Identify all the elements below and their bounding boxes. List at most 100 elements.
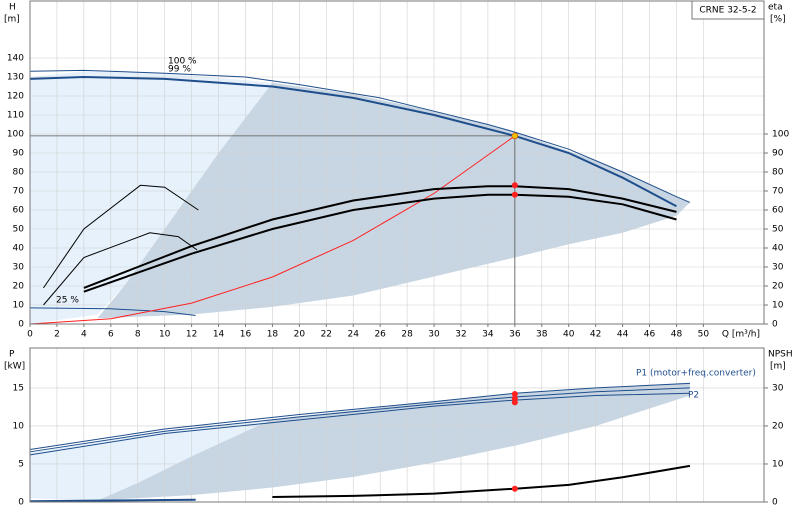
- range-area: [30, 419, 273, 501]
- x-tick-label: 18: [267, 330, 279, 340]
- range-area: [30, 71, 273, 324]
- x-tick-label: 34: [482, 330, 494, 340]
- y-tick-label: 30: [13, 263, 25, 273]
- plot-frame: [29, 0, 765, 325]
- y2-tick-label: 0: [772, 498, 778, 508]
- curve: [83, 185, 677, 289]
- x-tick-label: 28: [401, 330, 413, 340]
- curve: [43, 232, 198, 306]
- y-tick-label: 40: [13, 244, 25, 254]
- x-tick-label: 12: [186, 330, 197, 340]
- curve: [29, 307, 196, 316]
- curve-label: 100 %: [168, 57, 197, 67]
- y-tick-label: 90: [13, 149, 25, 159]
- y-tick-label: 70: [13, 187, 25, 197]
- y-tick-label: 100: [7, 130, 24, 140]
- x-tick-label: 42: [590, 330, 601, 340]
- curve: [29, 135, 516, 325]
- curve: [29, 69, 691, 203]
- title-box: [691, 0, 765, 20]
- y2-tick-label: 60: [772, 206, 784, 216]
- curve-label: P2: [688, 391, 699, 401]
- x-tick-label: 38: [536, 330, 548, 340]
- y2-tick-label: 30: [772, 263, 784, 273]
- curve: [83, 193, 677, 293]
- x-tick-label: 32: [455, 330, 466, 340]
- curve: [29, 392, 690, 456]
- x-tick-label: 6: [108, 330, 114, 340]
- plot-frame: [29, 347, 765, 503]
- y-tick-label: 80: [13, 168, 25, 178]
- chart-title: CRNE 32-5-2: [699, 6, 756, 16]
- duty-point: [511, 132, 519, 140]
- y2-axis-unit: [%]: [770, 15, 786, 25]
- x-tick-label: 30: [428, 330, 440, 340]
- plots: 0102030405060708090100110120130140010203…: [4, 0, 793, 508]
- y-tick-label: 50: [13, 225, 25, 235]
- curve-label: 25 %: [56, 296, 79, 306]
- y2-tick-label: 30: [772, 383, 784, 393]
- x-tick-label: 46: [644, 330, 656, 340]
- y-tick-label: 130: [7, 73, 24, 83]
- y2-axis-label: eta: [768, 3, 783, 13]
- y-axis-label: P: [9, 350, 15, 360]
- curve-label: 99 %: [168, 65, 191, 75]
- x-tick-label: 16: [240, 330, 252, 340]
- x-tick-label: 50: [698, 330, 710, 340]
- x-tick-label: 44: [617, 330, 629, 340]
- y-tick-label: 20: [13, 282, 25, 292]
- curve: [29, 382, 690, 451]
- y-tick-label: 60: [13, 206, 25, 216]
- x-axis-label: Q [m³/h]: [722, 330, 760, 340]
- curve: [29, 387, 690, 453]
- y2-tick-label: 90: [772, 149, 784, 159]
- y2-tick-label: 0: [772, 320, 778, 330]
- duty-point: [511, 485, 518, 492]
- y-tick-label: 5: [18, 459, 24, 469]
- y2-tick-label: 100: [772, 130, 789, 140]
- curve: [43, 184, 199, 289]
- duty-point: [511, 391, 518, 398]
- y-tick-label: 10: [13, 301, 25, 311]
- x-tick-label: 24: [348, 330, 360, 340]
- y2-axis-unit: [m]: [770, 362, 786, 372]
- duty-point: [511, 399, 518, 406]
- x-tick-label: 8: [135, 330, 141, 340]
- curve: [29, 75, 677, 208]
- y-tick-label: 140: [7, 54, 24, 64]
- y-tick-label: 15: [13, 383, 24, 393]
- x-tick-label: 48: [671, 330, 683, 340]
- curve-label: P1 (motor+freq.converter): [636, 369, 756, 379]
- x-tick-label: 40: [563, 330, 575, 340]
- duty-point: [511, 191, 518, 198]
- x-tick-label: 26: [374, 330, 386, 340]
- x-tick-label: 10: [159, 330, 171, 340]
- y-tick-label: 120: [7, 92, 24, 102]
- x-tick-label: 14: [213, 330, 225, 340]
- y2-tick-label: 70: [772, 187, 784, 197]
- x-tick-label: 4: [81, 330, 87, 340]
- y-tick-label: 110: [7, 111, 24, 121]
- x-tick-label: 0: [27, 330, 33, 340]
- curve: [29, 498, 196, 503]
- y-tick-label: 0: [18, 320, 24, 330]
- y-axis-label: H: [9, 3, 16, 13]
- y2-tick-label: 40: [772, 244, 784, 254]
- y2-tick-label: 20: [772, 282, 784, 292]
- x-tick-label: 22: [321, 330, 332, 340]
- y2-tick-label: 10: [772, 459, 784, 469]
- y-tick-label: 0: [18, 498, 24, 508]
- x-tick-label: 2: [54, 330, 60, 340]
- duty-point: [511, 182, 518, 189]
- y2-tick-label: 50: [772, 225, 784, 235]
- y2-tick-label: 10: [772, 301, 784, 311]
- y2-tick-label: 20: [772, 421, 784, 431]
- x-tick-label: 20: [294, 330, 306, 340]
- y2-axis-label: NPSH: [768, 350, 793, 360]
- y-axis-unit: [kW]: [4, 362, 25, 372]
- y-axis-unit: [m]: [4, 15, 20, 25]
- y2-tick-label: 80: [772, 168, 784, 178]
- y-tick-label: 10: [13, 421, 25, 431]
